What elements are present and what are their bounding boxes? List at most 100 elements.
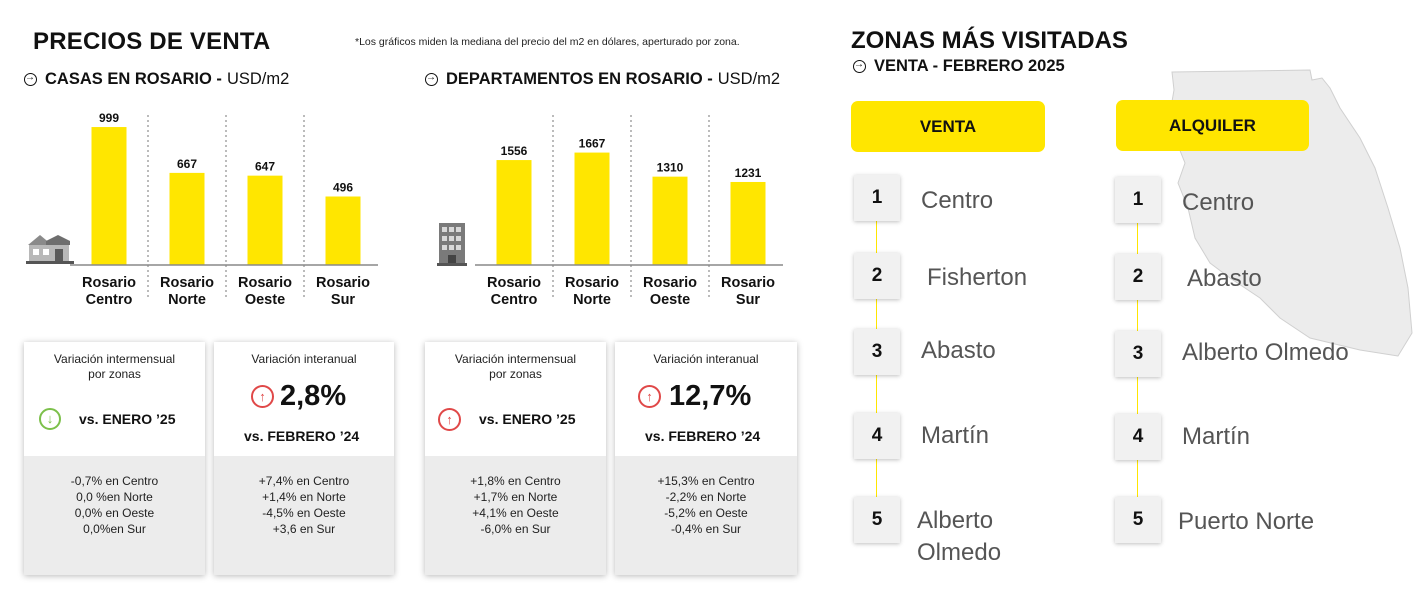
card-deptos-intermensual: Variación intermensual por zonas ↑ vs. E… (425, 342, 606, 575)
card-casas-interanual: Variación interanual ↑ 2,8% vs. FEBRERO … (214, 342, 394, 575)
category-label: Norte (573, 292, 611, 308)
tab-alquiler[interactable]: ALQUILER (1116, 100, 1309, 151)
arrow-right-circle-icon (853, 58, 866, 73)
rank-number: 4 (1115, 414, 1161, 460)
zone-variation-line: -0,7% en Centro (70, 474, 159, 488)
bar-value-label: 1556 (501, 144, 528, 158)
category-label: Norte (168, 292, 206, 308)
bar-rosario-oeste (652, 176, 688, 265)
card-vs-label: vs. ENERO ’25 (479, 411, 576, 427)
venta-rank-name: Abasto (921, 337, 996, 364)
arrow-up-circle-icon: ↑ (251, 385, 274, 408)
casas-chart-unit: USD/m2 (226, 70, 290, 88)
zone-variation-line: +1,8% en Centro (470, 474, 561, 488)
arrow-down-circle-icon: ↓ (39, 408, 61, 430)
alquiler-rank-name: Martín (1182, 423, 1251, 450)
bar-value-label: 1310 (657, 161, 684, 175)
venta-rank-name: Centro (921, 187, 994, 214)
card-vs-label: vs. FEBRERO ’24 (645, 428, 761, 444)
bar-rosario-sur (325, 196, 361, 265)
deptos-chart-title-text: DEPARTAMENTOS EN ROSARIO - (446, 70, 713, 88)
zone-variation-line: -2,2% en Norte (665, 490, 747, 504)
category-label: Centro (491, 292, 538, 308)
card-header-line: por zonas (489, 367, 542, 381)
bar-value-label: 1231 (735, 166, 762, 180)
zonas-subtitle-text: VENTA - FEBRERO 2025 (874, 57, 1065, 75)
tab-venta[interactable]: VENTA (851, 101, 1045, 152)
category-label: Rosario (643, 275, 697, 291)
card-header-line: por zonas (88, 367, 141, 381)
card-vs-label: vs. FEBRERO ’24 (244, 428, 360, 444)
category-label: Rosario (316, 275, 370, 291)
rank-number: 2 (1115, 254, 1161, 300)
category-label: Rosario (82, 275, 136, 291)
card-deptos-interanual: Variación interanual ↑ 12,7% vs. FEBRERO… (615, 342, 797, 575)
zone-variation-line: +7,4% en Centro (258, 474, 350, 488)
category-label: Oeste (650, 292, 690, 308)
venta-rank-name: Alberto Olmedo (917, 507, 1002, 566)
category-label: Rosario (721, 275, 775, 291)
card-header: Variación interanual (615, 352, 797, 367)
card-big-value: 2,8% (280, 380, 347, 412)
zone-variation-line: 0,0 %en Norte (76, 490, 153, 504)
bar-rosario-oeste (247, 175, 283, 265)
card-header: Variación intermensual por zonas (24, 352, 205, 382)
zone-variation-line: -4,5% en Oeste (262, 506, 346, 520)
rank-number: 3 (1115, 331, 1161, 377)
card-zone-variations: +15,3% en Centro -2,2% en Norte -5,2% en… (615, 473, 797, 537)
alquiler-rank-name: Alberto Olmedo (1182, 339, 1349, 366)
rank-number: 2 (854, 253, 900, 299)
arrow-right-circle-icon (425, 71, 438, 86)
card-header: Variación intermensual por zonas (425, 352, 606, 382)
page-title: PRECIOS DE VENTA (33, 28, 271, 55)
zone-variation-line: +1,4% en Norte (262, 490, 346, 504)
zone-variation-line: 0,0% en Oeste (74, 506, 155, 520)
bar-value-label: 647 (255, 160, 275, 174)
zone-variation-line: +3,6 en Sur (272, 522, 336, 536)
arrow-up-circle-icon: ↑ (438, 408, 461, 431)
bar-value-label: 1667 (579, 137, 606, 151)
category-label: Sur (331, 292, 356, 308)
alquiler-rank-name: Puerto Norte (1178, 508, 1315, 535)
rank-number: 1 (854, 175, 900, 221)
card-header-line: Variación interanual (251, 352, 357, 366)
zone-variation-line: 0,0%en Sur (83, 522, 146, 536)
deptos-bar-chart: 1556RosarioCentro1667RosarioNorte1310Ros… (437, 115, 783, 308)
category-label: Rosario (565, 275, 619, 291)
zone-variation-line: +15,3% en Centro (657, 474, 755, 488)
arrow-right-circle-icon (24, 71, 37, 86)
category-label: Rosario (160, 275, 214, 291)
bar-rosario-centro (91, 127, 127, 266)
card-big-value: 12,7% (669, 380, 752, 412)
bar-rosario-sur (730, 181, 766, 265)
zone-variation-line: -5,2% en Oeste (664, 506, 748, 520)
deptos-chart-title: DEPARTAMENTOS EN ROSARIO - USD/m2 (425, 70, 780, 89)
venta-rank-name: Fisherton (927, 264, 1028, 291)
category-label: Oeste (245, 292, 285, 308)
zone-variation-line: -6,0% en Sur (480, 522, 551, 536)
card-header-line: Variación intermensual (53, 352, 176, 366)
house-icon (26, 235, 74, 264)
rank-number: 5 (854, 497, 900, 543)
arrow-up-circle-icon: ↑ (638, 385, 661, 408)
footnote: *Los gráficos miden la mediana del preci… (355, 36, 740, 48)
casas-chart-title: CASAS EN ROSARIO - USD/m2 (24, 70, 289, 89)
category-label: Centro (86, 292, 133, 308)
category-label: Rosario (487, 275, 541, 291)
rank-number: 5 (1115, 497, 1161, 543)
deptos-chart-unit: USD/m2 (717, 70, 781, 88)
venta-rank-name: Martín (921, 422, 990, 449)
alquiler-rank-name: Abasto (1187, 265, 1262, 292)
bar-value-label: 999 (99, 111, 119, 125)
card-casas-intermensual: Variación intermensual por zonas ↓ vs. E… (24, 342, 205, 575)
bar-rosario-norte (574, 152, 610, 265)
card-vs-label: vs. ENERO ’25 (79, 411, 176, 427)
bar-rosario-norte (169, 172, 205, 265)
card-header-line: Variación intermensual (454, 352, 577, 366)
rank-number: 3 (854, 329, 900, 375)
bar-value-label: 667 (177, 157, 197, 171)
card-zone-variations: +1,8% en Centro +1,7% en Norte +4,1% en … (425, 473, 606, 537)
rank-number: 4 (854, 413, 900, 459)
building-icon (437, 223, 467, 266)
zone-variation-line: +1,7% en Norte (473, 490, 558, 504)
